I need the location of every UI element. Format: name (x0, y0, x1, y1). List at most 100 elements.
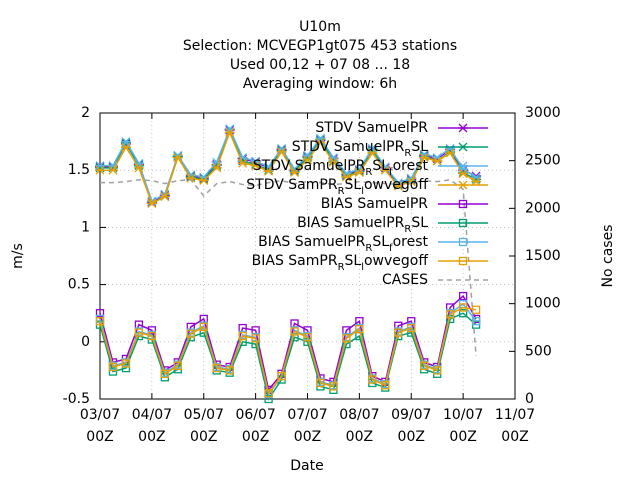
point (238, 331, 247, 341)
x-tick-label: 06/07 00Z (235, 407, 275, 445)
x-tick-label: 09/07 00Z (391, 407, 431, 445)
point (342, 334, 351, 343)
y2-tick-label: 500 (525, 343, 552, 359)
legend-label: STDV SamuelPR (315, 120, 428, 136)
legend-label: BIAS SamuelPRRSL (297, 215, 428, 235)
point (446, 310, 455, 319)
x-tick-label: 04/07 00Z (132, 407, 172, 445)
point (368, 375, 377, 384)
point (250, 161, 261, 171)
point (212, 363, 221, 373)
point (355, 325, 364, 334)
legend-marker (458, 218, 468, 228)
point (160, 369, 169, 378)
y-tick-label: 1.5 (68, 162, 90, 178)
chart-title: U10m (299, 19, 341, 35)
y2-tick-label: 2500 (525, 153, 561, 169)
point (380, 165, 391, 175)
point (329, 382, 338, 391)
point (432, 156, 443, 166)
point (290, 327, 299, 336)
series-line (99, 306, 477, 396)
point (172, 153, 183, 163)
y-tick-label: 0 (81, 334, 90, 350)
point (95, 165, 105, 175)
point (108, 362, 118, 372)
x-tick-label: 08/07 00Z (339, 407, 379, 445)
point (225, 366, 234, 375)
legend-marker (458, 180, 468, 190)
y2-tick-label: 2000 (525, 200, 561, 216)
point (458, 291, 468, 301)
legend-marker (458, 256, 468, 266)
y2-tick-label: 3000 (525, 105, 561, 121)
point (237, 158, 248, 168)
y-tick-label: -0.5 (63, 391, 90, 407)
point (199, 322, 208, 332)
legend-marker (458, 123, 468, 133)
point (133, 163, 144, 173)
point (277, 371, 286, 381)
y2-tick-label: 1500 (525, 248, 561, 264)
x-tick-label: 07/07 00Z (287, 407, 327, 445)
chart-subtitle: Used 00,12 + 07 08 ... 18 (230, 57, 410, 73)
point (471, 305, 481, 314)
point (289, 168, 300, 177)
y2-tick-label: 0 (525, 391, 534, 407)
y2-tick-label: 1000 (525, 296, 561, 312)
point (419, 153, 430, 163)
series-line (99, 294, 477, 392)
x-tick-label: 05/07 00Z (184, 407, 224, 445)
point (315, 138, 326, 148)
legend-marker (458, 142, 468, 152)
point (445, 148, 456, 158)
point (471, 317, 481, 326)
y-axis-label: m/s (10, 243, 26, 269)
legend-label: BIAS SamuelPR (321, 196, 429, 212)
legend-label: STDV SamuelPRRSL (292, 139, 428, 159)
point (147, 326, 157, 335)
point (121, 363, 131, 373)
y-tick-label: 2 (81, 105, 90, 121)
y2-axis-label: No cases (600, 225, 616, 288)
series-line (100, 178, 477, 357)
point (146, 198, 157, 208)
point (394, 328, 403, 337)
point (198, 176, 209, 185)
point (381, 381, 390, 390)
point (367, 148, 378, 158)
series-line (100, 127, 477, 203)
point (407, 323, 416, 333)
series-line (100, 130, 477, 205)
legend-label: STDV SamPRRSLlowvegoff (246, 177, 428, 197)
point (147, 331, 157, 341)
point (211, 163, 222, 173)
x-tick-label: 11/07 00Z (495, 407, 535, 445)
point (276, 147, 287, 157)
point (264, 389, 273, 398)
point (303, 333, 312, 342)
point (302, 155, 313, 165)
point (120, 142, 131, 152)
point (316, 378, 325, 388)
point (458, 309, 468, 318)
point (185, 173, 196, 183)
point (263, 166, 274, 176)
legend-marker (458, 237, 468, 247)
x-axis-label: Date (290, 458, 323, 474)
chart-subtitle: Selection: MCVEGP1gt075 453 stations (183, 38, 457, 54)
point (406, 177, 417, 187)
point (251, 334, 260, 343)
point (95, 309, 105, 318)
point (433, 366, 442, 375)
point (121, 359, 131, 368)
chart-subtitle: Averaging window: 6h (243, 76, 397, 92)
y-tick-label: 1 (81, 219, 90, 235)
legend-label: BIAS SamuelPRRSLforest (258, 234, 428, 254)
x-tick-label: 03/07 00Z (80, 407, 120, 445)
plot-frame (99, 112, 516, 400)
y-tick-label: 0.5 (68, 277, 90, 293)
legend-label: CASES (382, 272, 428, 288)
legend-marker (458, 161, 468, 171)
